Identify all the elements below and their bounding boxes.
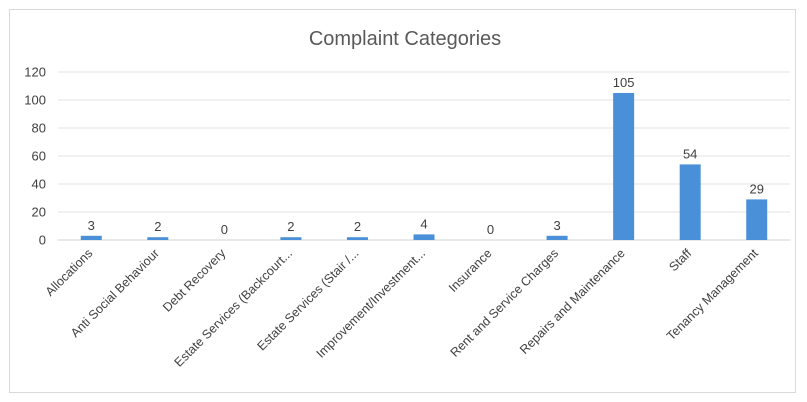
category-label: Staff [666,246,694,274]
bar [746,199,768,240]
category-label: Improvement/Investment... [314,246,429,361]
bar [147,237,169,240]
category-label: Estate Services (Backcourt... [172,246,295,369]
y-tick-label: 0 [39,233,46,248]
category-label: Debt Recovery [160,246,229,315]
data-label: 2 [354,219,361,234]
bar [80,235,102,240]
data-label: 2 [154,219,161,234]
data-label: 29 [749,181,763,196]
data-label: 4 [420,216,427,231]
y-tick-label: 60 [32,149,46,164]
bar [613,93,635,240]
data-label: 0 [221,222,228,237]
y-tick-label: 100 [24,93,46,108]
bars [80,93,768,240]
data-label: 0 [487,222,494,237]
bar [546,235,568,240]
data-label: 54 [683,146,697,161]
data-label: 3 [88,218,95,233]
bar [413,234,435,240]
data-label: 3 [553,218,560,233]
bar [679,164,701,240]
y-tick-label: 120 [24,65,46,80]
category-label: Insurance [446,246,495,295]
category-label: Rent and Service Charges [448,246,562,360]
data-labels: 3 2 0 2 2 4 0 3 105 54 29 [88,75,764,237]
category-label: Allocations [43,246,96,299]
bar [346,237,368,240]
y-tick-label: 20 [32,205,46,220]
gridlines [58,71,790,241]
bar [280,237,302,240]
data-label: 105 [613,75,635,90]
chart-title: Complaint Categories [309,28,501,50]
chart-frame [9,9,796,393]
y-axis-ticks: 0 20 40 60 80 100 120 [24,65,46,248]
data-label: 2 [287,219,294,234]
y-tick-label: 40 [32,177,46,192]
y-tick-label: 80 [32,121,46,136]
